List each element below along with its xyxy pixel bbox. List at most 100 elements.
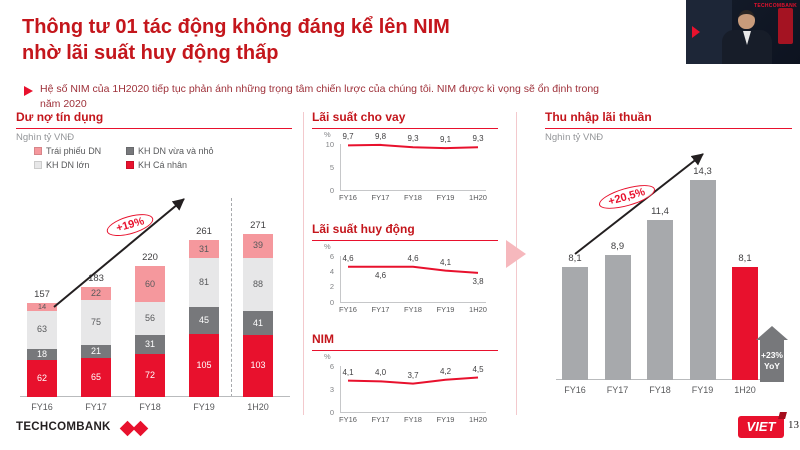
category-label: FY19 bbox=[193, 402, 215, 412]
bar-value-label: 8,9 bbox=[610, 241, 625, 253]
lending-rate-line-chart: % 10 5 0 9,7 9,8 9,3 9,1 9,3 FY16 FY17 FY18 FY19 1H20 bbox=[312, 130, 498, 210]
bar-segment: 62 bbox=[27, 359, 57, 397]
category-label: FY17 bbox=[85, 402, 107, 412]
category-label: FY17 bbox=[606, 385, 629, 395]
point-value-label: 4,5 bbox=[472, 364, 484, 374]
bar-value-label: 8,1 bbox=[738, 252, 752, 264]
yoy-growth-arrow: +23% YoY bbox=[756, 326, 788, 382]
x-axis-line bbox=[340, 412, 486, 413]
category-label: FY18 bbox=[649, 385, 671, 395]
category-label: FY19 bbox=[436, 305, 455, 314]
legend-item: Trái phiếu DN bbox=[34, 146, 126, 156]
line-series bbox=[347, 143, 479, 150]
section-title-deposit-rate: Lãi suất huy động bbox=[312, 222, 498, 241]
bar-segment: 81 bbox=[189, 258, 219, 307]
yoy-arrow-tip-icon bbox=[756, 326, 788, 340]
category-label: 1H20 bbox=[469, 193, 487, 202]
category-label: FY18 bbox=[404, 415, 422, 424]
bar-segment: 22 bbox=[81, 287, 111, 301]
bar-segment: 45 bbox=[189, 307, 219, 334]
bar-segment: 14 bbox=[27, 302, 57, 312]
credit-stacked-bar-chart: 62 18 63 14 157 FY16 65 21 75 22 183 FY17 72 31 56 60 22… bbox=[14, 168, 300, 413]
point-value-label: 9,1 bbox=[439, 135, 452, 145]
y-tick-label: 4 bbox=[329, 266, 334, 276]
viet-badge: VIET bbox=[738, 416, 784, 438]
bar-total-label: 220 bbox=[142, 251, 158, 263]
legend-swatch bbox=[126, 147, 134, 155]
bar-value-label: 8,1 bbox=[568, 252, 582, 264]
y-axis-unit-label: % bbox=[324, 242, 331, 251]
yoy-arrow-body: +23% YoY bbox=[760, 340, 784, 382]
bar-segment: 18 bbox=[27, 349, 57, 360]
y-tick-label: 0 bbox=[329, 297, 334, 307]
bar-segment: 31 bbox=[189, 239, 219, 259]
section-divider-left bbox=[303, 112, 304, 415]
point-value-label: 4,1 bbox=[342, 367, 354, 377]
forecast-separator-line bbox=[231, 198, 232, 397]
pink-arrow-icon bbox=[506, 240, 526, 268]
bar-segment: 39 bbox=[243, 234, 273, 258]
category-label: FY17 bbox=[371, 415, 390, 424]
legend-label: KH DN vừa và nhỏ bbox=[138, 146, 214, 156]
bar-segment: 105 bbox=[189, 334, 219, 397]
video-red-banner bbox=[778, 8, 793, 44]
nii-bar-chart: 8,1 FY16 8,9 FY17 11,4 FY18 14,3 FY19 8,1 1H20 bbox=[552, 150, 768, 396]
bar-segment: 75 bbox=[81, 300, 111, 346]
techcombank-wordmark: TECHCOMBANK bbox=[16, 421, 111, 433]
point-value-label: 9,8 bbox=[374, 131, 387, 141]
bar-total-label: 261 bbox=[196, 225, 212, 237]
y-tick-label: 6 bbox=[329, 361, 334, 371]
bar-value-label: 11,4 bbox=[651, 206, 669, 218]
category-label: FY16 bbox=[339, 415, 357, 424]
legend-swatch bbox=[34, 147, 42, 155]
nii-unit-label: Nghìn tỷ VNĐ bbox=[545, 132, 604, 143]
bar-segment: 21 bbox=[81, 345, 111, 358]
y-axis-line bbox=[340, 366, 341, 412]
section-title-lending-rate: Lãi suất cho vay bbox=[312, 110, 498, 129]
category-label: FY18 bbox=[404, 193, 422, 202]
bar-segment: 31 bbox=[135, 335, 165, 354]
bar-total-label: 271 bbox=[250, 220, 266, 232]
page-title-line2: nhờ lãi suất huy động thấp bbox=[22, 42, 279, 64]
yoy-percent: +23% bbox=[761, 349, 783, 360]
y-tick-label: 6 bbox=[329, 251, 334, 261]
credit-trend-arrow bbox=[53, 198, 185, 308]
x-axis-line bbox=[340, 190, 486, 191]
bar-segment: 72 bbox=[135, 353, 165, 397]
credit-unit-label: Nghìn tỷ VNĐ bbox=[16, 132, 75, 143]
bar-segment: 88 bbox=[243, 257, 273, 311]
category-label: FY18 bbox=[139, 402, 161, 412]
category-label: 1H20 bbox=[469, 305, 487, 314]
page-title: Thông tư 01 tác động không đáng kể lên N… bbox=[22, 14, 450, 66]
slide-subtitle: Hệ số NIM của 1H2020 tiếp tục phản ánh n… bbox=[40, 83, 600, 111]
nim-line-chart: % 6 3 0 4,1 4,0 3,7 4,2 4,5 FY16 FY17 FY18 FY19 1H20 bbox=[312, 352, 498, 432]
bar-segment: 41 bbox=[243, 310, 273, 336]
page-number: 13 bbox=[788, 419, 799, 431]
category-label: FY19 bbox=[436, 415, 455, 424]
category-label: 1H20 bbox=[247, 402, 269, 412]
point-value-label: 4,6 bbox=[407, 253, 419, 263]
bar-segment: 65 bbox=[81, 358, 111, 397]
legend-item: KH Cá nhân bbox=[126, 160, 262, 170]
video-brand-logo: TECHCOMBANK bbox=[753, 3, 797, 9]
category-label: FY19 bbox=[691, 385, 714, 395]
point-value-label: 9,7 bbox=[342, 132, 354, 142]
point-value-label: 4,0 bbox=[374, 368, 387, 378]
point-value-label: 3,7 bbox=[407, 370, 419, 380]
legend-label: KH Cá nhân bbox=[138, 160, 188, 170]
category-label: 1H20 bbox=[734, 385, 756, 395]
bar bbox=[647, 220, 673, 380]
y-tick-label: 0 bbox=[329, 185, 334, 195]
legend-item: KH DN lớn bbox=[34, 160, 126, 170]
legend-label: KH DN lớn bbox=[46, 160, 90, 170]
legend-label: Trái phiếu DN bbox=[46, 146, 102, 156]
point-value-label: 9,3 bbox=[407, 134, 419, 144]
point-value-label: 3,8 bbox=[472, 276, 484, 286]
category-label: FY19 bbox=[436, 193, 455, 202]
bar bbox=[562, 266, 588, 380]
yoy-label: YoY bbox=[764, 361, 780, 371]
category-label: FY16 bbox=[339, 193, 357, 202]
legend-item: KH DN vừa và nhỏ bbox=[126, 146, 262, 156]
viet-badge-flag-icon bbox=[778, 412, 787, 419]
